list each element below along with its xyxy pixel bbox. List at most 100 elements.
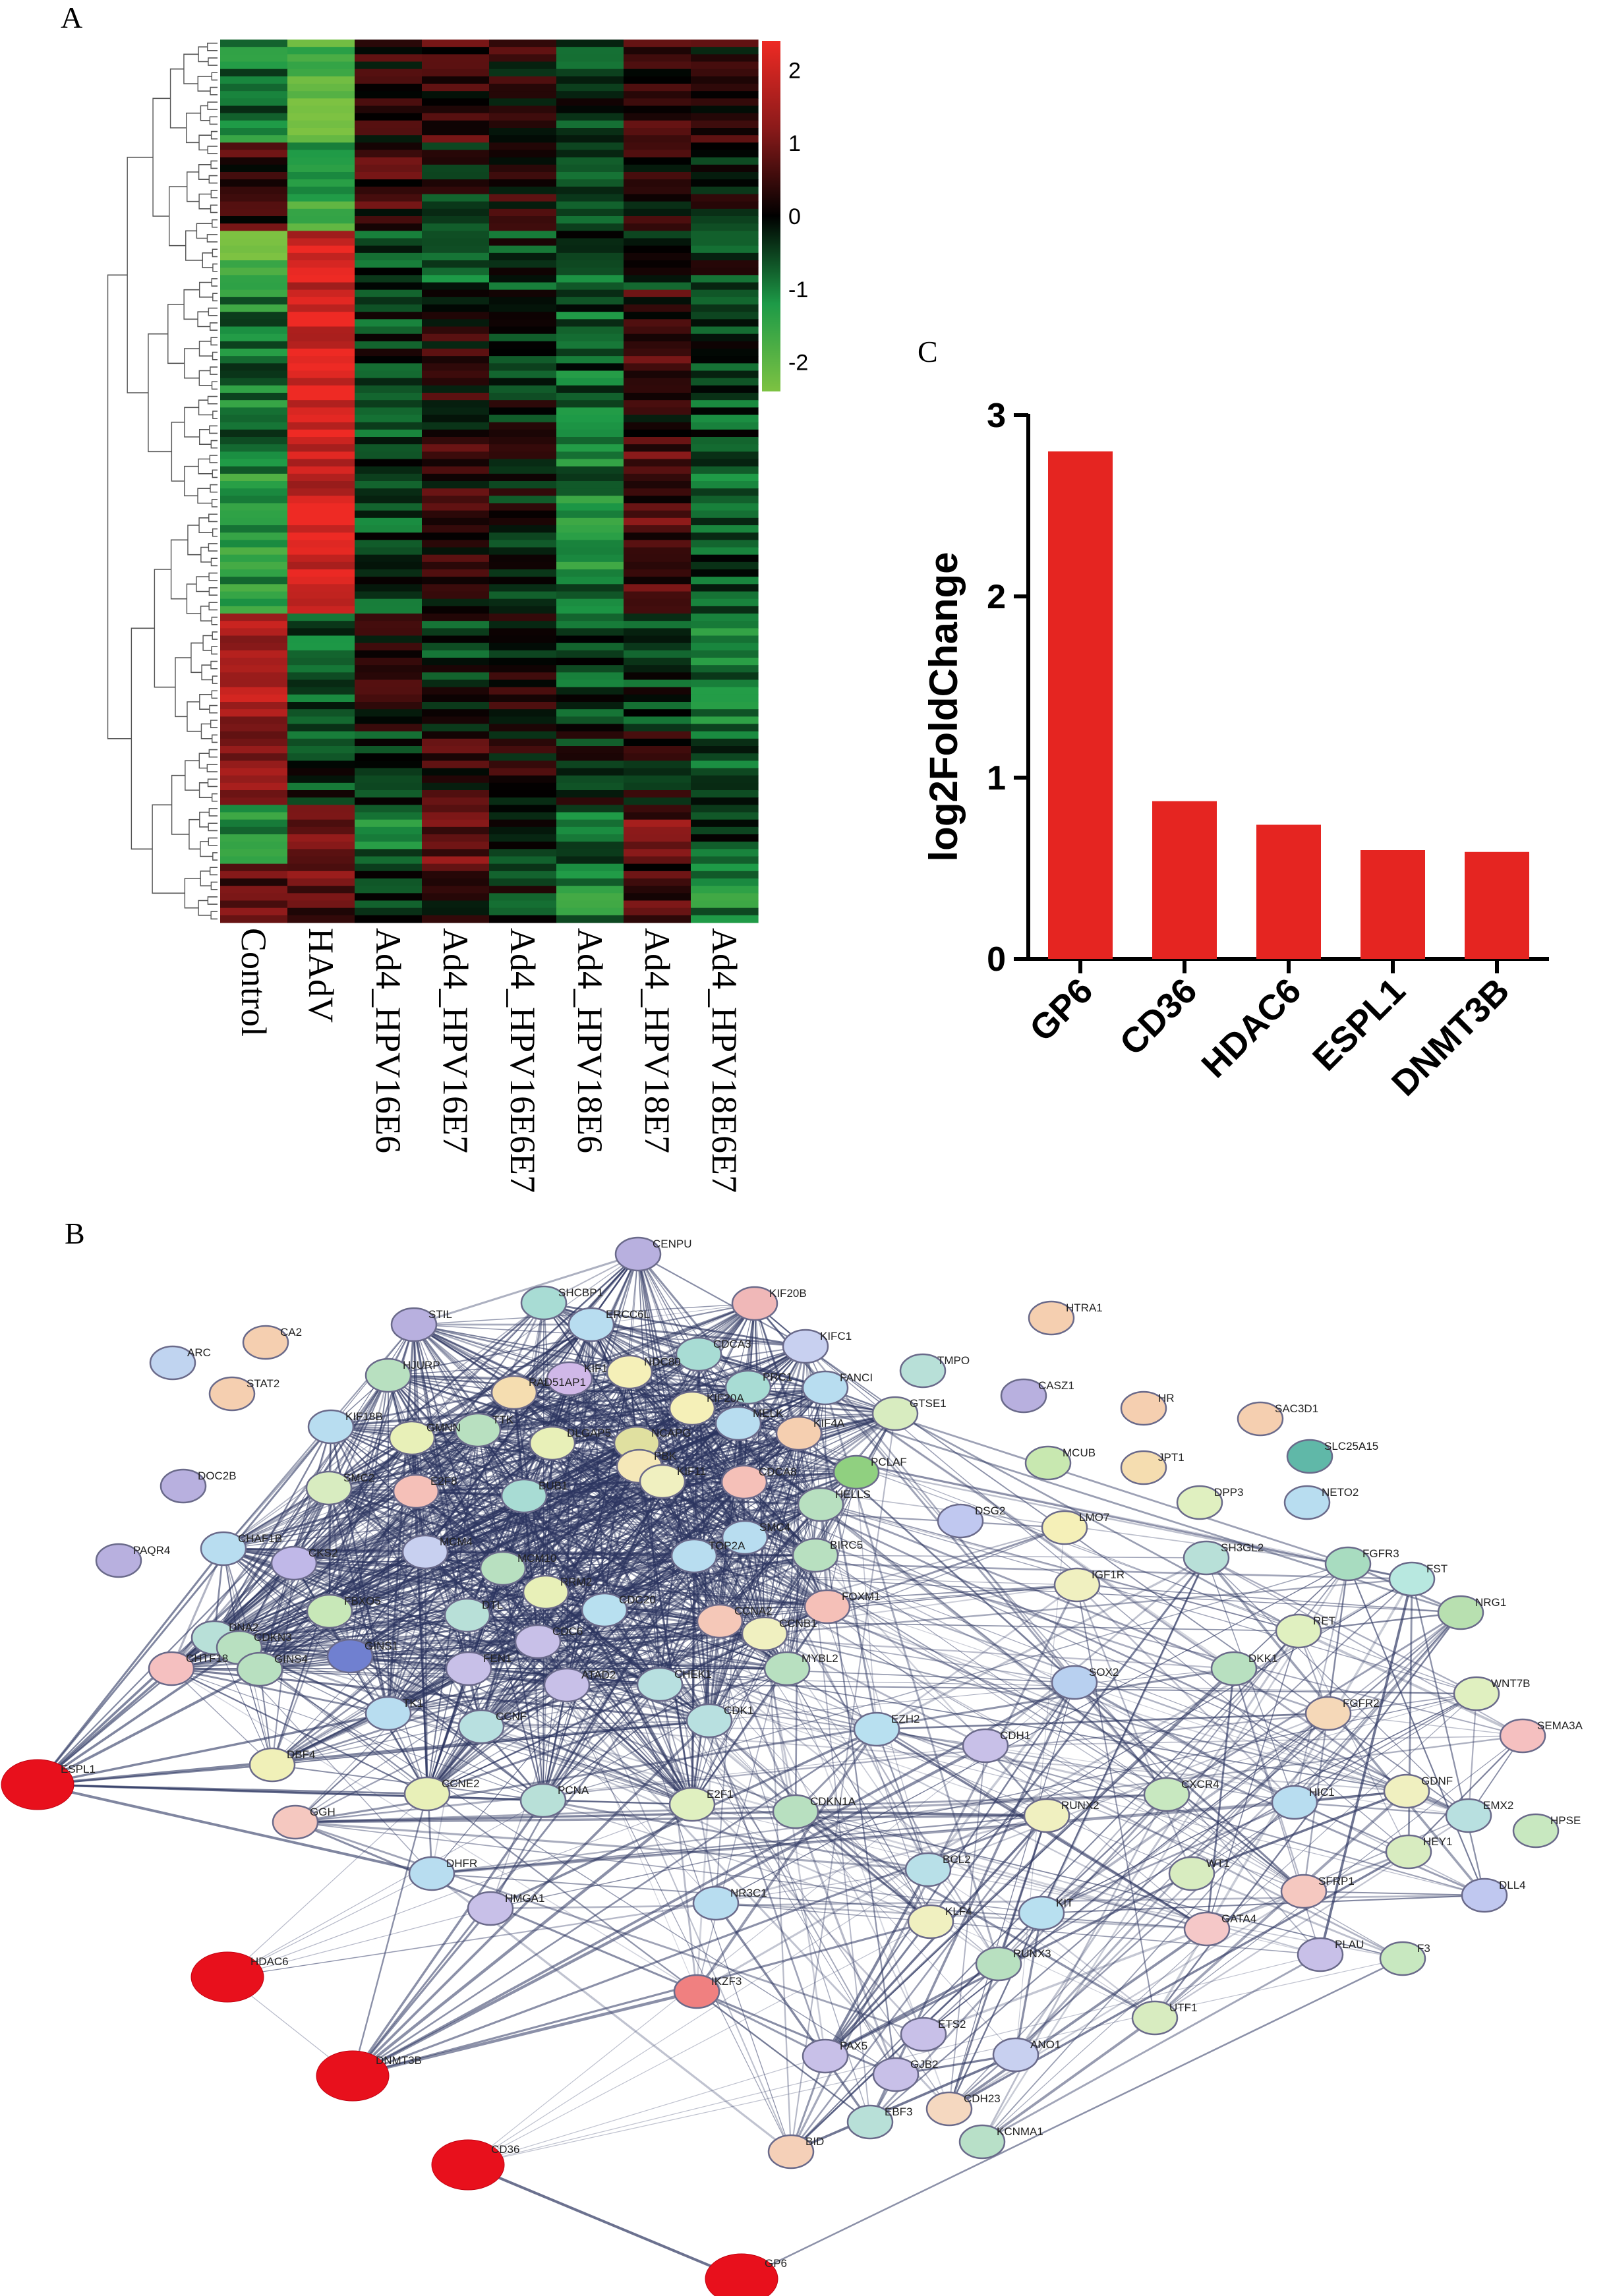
node-cxcr4: CXCR4 <box>1143 1777 1219 1812</box>
heatmap-cell <box>489 142 557 151</box>
heatmap-cell <box>422 113 490 121</box>
network-edge <box>1298 1611 1461 1632</box>
heatmap-cell <box>489 768 557 776</box>
network-edge <box>545 1592 1304 1892</box>
heatmap-cell <box>287 164 355 173</box>
node-kif18b: KIF18B <box>307 1409 383 1445</box>
network-edge <box>502 1567 1208 1930</box>
heatmap-cell <box>422 275 490 283</box>
network-edge <box>295 1684 568 1823</box>
node-hmga1: HMGA1 <box>467 1891 544 1926</box>
heatmap-cell <box>220 341 288 349</box>
heatmap-cell <box>422 547 490 556</box>
dendrogram-branch <box>186 583 201 614</box>
node-label: FEN1 <box>483 1652 512 1665</box>
network-edge <box>696 1990 826 2057</box>
node-cenpu: CENPU <box>614 1236 692 1272</box>
heatmap-cell <box>489 716 557 725</box>
network-edge <box>329 1610 796 1813</box>
heatmap-cell <box>287 540 355 548</box>
heatmap-cell <box>489 775 557 784</box>
network-edge <box>223 1548 351 1657</box>
heatmap-cell <box>691 363 759 372</box>
heatmap-cell <box>624 451 691 460</box>
heatmap-cell <box>489 363 557 372</box>
node-gdnf: GDNF <box>1383 1773 1453 1809</box>
heatmap-column-label: Ad4_HPV16E6E7 <box>503 928 542 1193</box>
network-edge <box>1328 1693 1477 1714</box>
heatmap-cell <box>422 40 490 47</box>
network-edge <box>293 1562 504 1570</box>
node-label: PCNA <box>558 1784 589 1796</box>
network-edge <box>272 1495 525 1765</box>
dendrogram-branch <box>210 190 218 198</box>
heatmap-cell <box>287 849 355 857</box>
heatmap-cell <box>287 561 355 570</box>
bar-espl1 <box>1360 850 1425 959</box>
dendrogram-branch <box>200 606 212 621</box>
network-edge <box>542 1563 1349 1801</box>
heatmap-cell <box>489 84 557 92</box>
heatmap-cell <box>355 650 423 658</box>
network-edge <box>691 1555 695 1805</box>
heatmap-cell <box>287 871 355 879</box>
heatmap-cell <box>556 378 624 386</box>
heatmap-cell <box>220 819 288 828</box>
node-circle <box>520 1285 568 1321</box>
bar-y-tick-label: 0 <box>987 940 1006 979</box>
heatmap-column-label: Control <box>234 928 274 1037</box>
heatmap-cell <box>422 871 490 879</box>
network-edge <box>330 1426 553 1444</box>
network-edge <box>985 1557 1207 1747</box>
heatmap-cell <box>422 598 490 607</box>
network-edge <box>328 1487 720 1622</box>
heatmap-cell <box>422 312 490 320</box>
network-edge <box>747 1387 931 1922</box>
network-edge <box>790 2053 1016 2153</box>
heatmap-cell <box>422 319 490 328</box>
node-circle <box>705 2253 778 2296</box>
heatmap-cell <box>556 356 624 364</box>
node-circle <box>1131 2000 1179 2036</box>
heatmap-cell <box>556 886 624 894</box>
node-circle <box>721 1520 769 1555</box>
node-klf4: KLF4 <box>907 1904 972 1939</box>
node-slc25a15: SLC25A15 <box>1286 1439 1378 1474</box>
node-circle <box>1385 1834 1432 1870</box>
dendrogram-branch <box>209 455 218 463</box>
network-edge <box>537 1641 1407 1792</box>
network-edge <box>37 1487 330 1785</box>
network-edge <box>876 1729 1295 1803</box>
network-edge <box>223 1547 828 1608</box>
node-circle <box>270 1545 318 1581</box>
heatmap-cell <box>691 128 759 136</box>
heatmap-cell <box>287 834 355 842</box>
node-circle <box>853 1711 900 1747</box>
network-edge <box>545 1591 710 1722</box>
network-edge <box>820 1503 1235 1670</box>
node-label: DKK1 <box>1248 1652 1277 1665</box>
node-label: FBXO5 <box>344 1595 381 1607</box>
network-edge <box>349 1437 413 1657</box>
heatmap-cell <box>220 805 288 813</box>
network-edge <box>36 1646 241 1786</box>
heatmap-cell <box>624 54 691 63</box>
bar-gp6 <box>1048 451 1113 959</box>
dendrogram-branch <box>198 281 213 298</box>
heatmap-cell <box>489 120 557 129</box>
network-edge <box>328 1487 428 1794</box>
heatmap-cell <box>220 554 288 563</box>
heatmap-cell <box>355 194 423 202</box>
network-edge <box>1327 1563 1349 1714</box>
heatmap-cell <box>422 105 490 114</box>
heatmap-cell <box>624 790 691 798</box>
network-edge <box>223 1548 544 1801</box>
heatmap-column-label: HAdV <box>301 928 341 1023</box>
heatmap-cell <box>556 40 624 47</box>
heatmap-cell <box>489 179 557 187</box>
node-sema3a: SEMA3A <box>1499 1718 1583 1754</box>
network-edge <box>805 1346 1469 1816</box>
network-edge <box>352 1728 877 2077</box>
node-label: PAX5 <box>840 2040 867 2052</box>
panel-label-c: C <box>918 335 938 368</box>
